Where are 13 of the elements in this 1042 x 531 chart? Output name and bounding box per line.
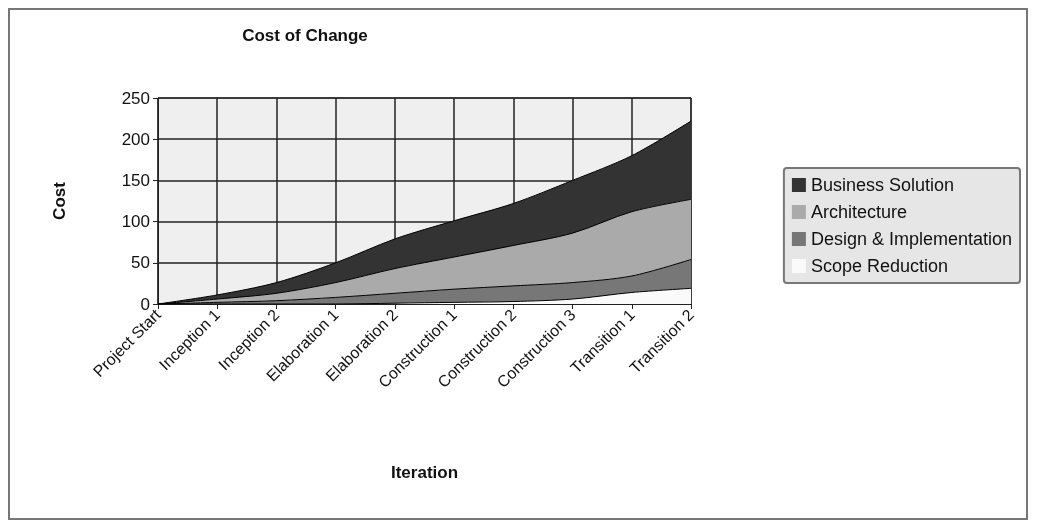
legend-label: Scope Reduction <box>810 256 948 276</box>
y-tick-label: 150 <box>121 170 150 190</box>
y-tick-label: 100 <box>121 212 150 232</box>
y-tick-label: 0 <box>140 294 150 314</box>
y-tick-label: 200 <box>121 129 150 149</box>
legend-label: Design & Implementation <box>810 229 1013 249</box>
y-tick-label: 50 <box>131 253 150 273</box>
x-axis-title: Iteration <box>390 463 459 482</box>
chart-title: Cost of Change <box>242 26 368 45</box>
legend-label: Architecture <box>810 202 907 222</box>
legend-label: Business Solution <box>810 175 954 195</box>
y-tick-label: 250 <box>121 88 150 108</box>
y-axis-title: Cost <box>50 181 69 220</box>
